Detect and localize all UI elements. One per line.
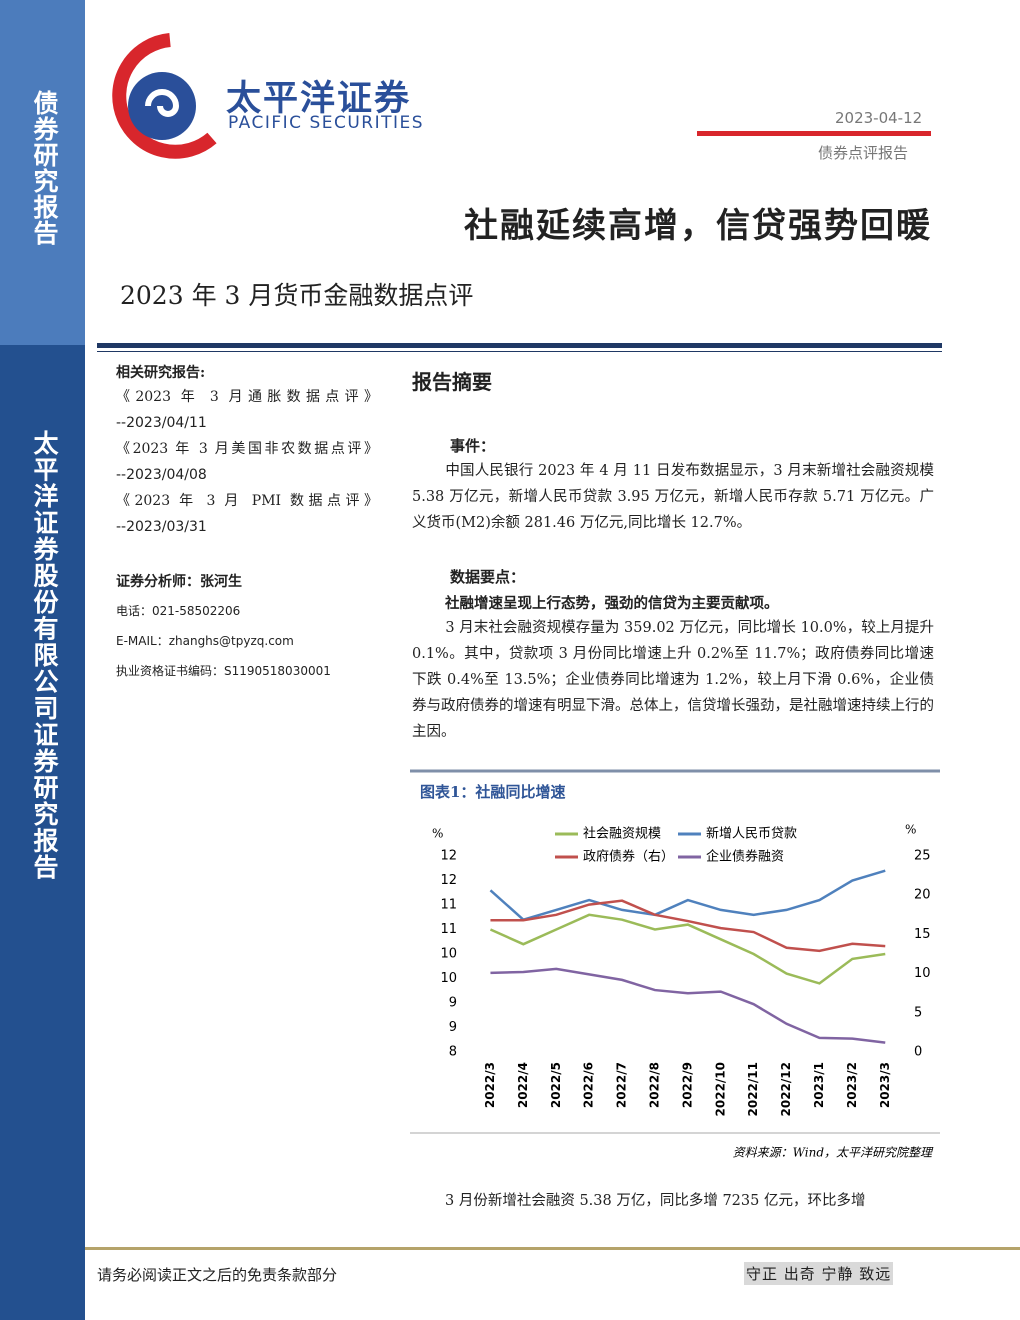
related-date: --2023/04/11	[116, 415, 207, 431]
logo-swirl	[145, 89, 180, 117]
y-tick-label: 11	[440, 898, 457, 913]
related-title: 《2023 年 3 月 PMI 数据点评》	[116, 493, 378, 509]
legend-label: 新增人民币贷款	[706, 826, 797, 842]
related-title: 《2023 年 3 月通胀数据点评》	[116, 389, 378, 405]
x-tick-label: 2022/3	[483, 1062, 497, 1108]
x-tick-label: 2022/12	[779, 1062, 793, 1116]
y-tick-label: 11	[440, 922, 457, 937]
event-heading: 事件：	[450, 437, 496, 455]
legend-label: 社会融资规模	[583, 826, 661, 842]
related-date: --2023/04/08	[116, 467, 207, 483]
analyst-heading: 证券分析师：张河生	[116, 574, 242, 590]
sidebar-top: 债券研究报告	[0, 0, 85, 345]
summary-heading: 报告摘要	[412, 370, 492, 394]
report-date: 2023-04-12	[835, 109, 923, 127]
legend-label: 企业债券融资	[706, 849, 784, 865]
y2-tick-label: 0	[914, 1045, 922, 1060]
chart-title: 图表1：社融同比增速	[420, 783, 565, 801]
logo-en: PACIFIC SECURITIES	[228, 113, 425, 133]
related-list: 《2023 年 3 月通胀数据点评》 --2023/04/11 《2023 年 …	[116, 384, 378, 540]
y-tick-label: 12	[440, 849, 457, 864]
x-tick-label: 2022/8	[647, 1062, 661, 1108]
y-tick-label: 9	[449, 1020, 457, 1035]
x-tick-label: 2022/5	[549, 1062, 563, 1108]
y-tick-label: 9	[449, 996, 457, 1011]
report-title: 社融延续高增，信贷强势回暖	[464, 206, 932, 246]
y-tick-label: 10	[440, 971, 457, 986]
y-unit: %	[432, 827, 443, 841]
x-tick-label: 2022/10	[713, 1062, 727, 1116]
report-type: 债券点评报告	[818, 144, 909, 162]
point-bold: 社融增速呈现上行态势，强劲的信贷为主要贡献项。	[445, 595, 779, 612]
series-line	[490, 899, 886, 953]
series-line	[490, 967, 886, 1044]
y2-tick-label: 5	[914, 1005, 922, 1020]
logo-mark	[112, 33, 217, 159]
sidebar-bottom-text: 太平洋证券股份有限公司证券研究报告	[30, 430, 59, 881]
series-line	[489, 869, 886, 922]
report-subtitle: 2023 年 3 月货币金融数据点评	[120, 281, 474, 310]
x-tick-label: 2022/11	[746, 1062, 760, 1116]
analyst-license: 执业资格证书编码：S1190518030001	[116, 664, 331, 678]
sidebar-top-text: 债券研究报告	[30, 90, 59, 246]
footer-motto: 守正 出奇 宁静 致远	[744, 1262, 894, 1285]
footer-disclaimer: 请务必阅读正文之后的免责条款部分	[97, 1266, 338, 1284]
x-tick-label: 2022/4	[516, 1062, 530, 1108]
legend-label: 政府债券（右）	[583, 849, 674, 865]
footer-rule	[85, 1247, 1020, 1250]
point-text: 3 月末社会融资规模存量为 359.02 万亿元，同比增长 10.0%，较上月提…	[412, 620, 934, 740]
event-text: 中国人民银行 2023 年 4 月 11 日发布数据显示，3 月末新增社会融资规…	[412, 463, 934, 531]
thin-rule	[97, 351, 942, 352]
related-date: --2023/03/31	[116, 519, 207, 535]
red-rule	[697, 131, 931, 136]
y-tick-label: 10	[440, 947, 457, 962]
x-tick-label: 2022/9	[680, 1062, 694, 1108]
x-tick-label: 2023/3	[878, 1062, 892, 1108]
y2-tick-label: 10	[914, 966, 931, 981]
after-text: 3 月份新增社会融资 5.38 万亿，同比多增 7235 亿元，环比多增	[445, 1193, 866, 1209]
related-title: 《2023 年 3 月美国非农数据点评》	[116, 441, 378, 457]
y2-tick-label: 20	[914, 888, 931, 903]
x-tick-label: 2023/2	[845, 1062, 859, 1108]
x-tick-label: 2023/1	[812, 1062, 826, 1108]
y-tick-label: 8	[449, 1045, 457, 1060]
blue-rule	[97, 343, 942, 348]
y2-tick-label: 15	[914, 927, 931, 942]
analyst-email: E-MAIL：zhanghs@tpyzq.com	[116, 634, 294, 648]
series-line	[489, 913, 886, 985]
y2-unit: %	[905, 823, 916, 837]
y-tick-label: 12	[440, 873, 457, 888]
related-heading: 相关研究报告:	[116, 365, 206, 381]
chart-source: 资料来源：Wind，太平洋研究院整理	[733, 1146, 934, 1160]
y2-tick-label: 25	[914, 849, 931, 864]
sidebar-bottom: 太平洋证券股份有限公司证券研究报告	[0, 345, 85, 1320]
points-heading: 数据要点：	[450, 568, 526, 586]
logo-arc	[112, 33, 217, 159]
x-tick-label: 2022/6	[582, 1062, 596, 1108]
x-tick-label: 2022/7	[615, 1062, 629, 1108]
analyst-phone: 电话：021-58502206	[116, 604, 241, 618]
logo-cn: 太平洋证券	[226, 79, 412, 119]
